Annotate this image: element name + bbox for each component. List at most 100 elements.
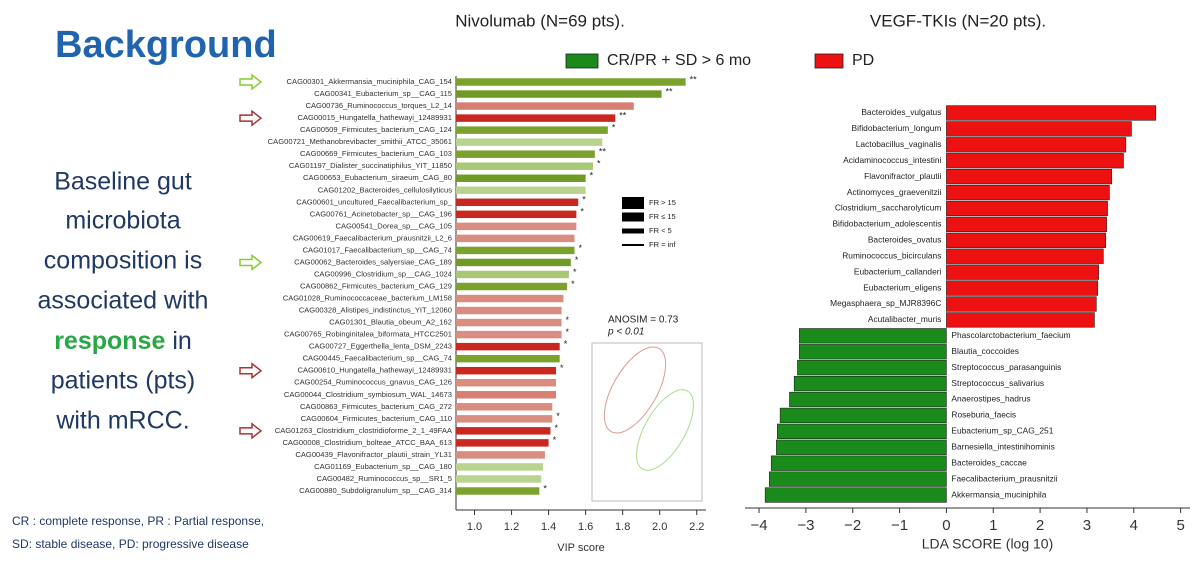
category-label: CAG01017_Faecalibacterium_sp__CAG_74 <box>303 245 452 254</box>
category-label: CAG00721_Methanobrevibacter_smithii_ATCC… <box>268 137 452 146</box>
bar <box>456 114 616 122</box>
x-tick-label: 2 <box>1036 517 1044 534</box>
bar <box>456 210 577 219</box>
significance-label: * <box>575 255 579 265</box>
footnote: SD: stable disease, PD: progressive dise… <box>12 537 249 551</box>
bar <box>456 270 569 279</box>
significance-label: ** <box>666 86 674 96</box>
inset-ellipse <box>636 389 694 471</box>
significance-label: ** <box>619 110 627 120</box>
category-label: Eubacterium_eligens <box>863 282 941 292</box>
significance-label: * <box>571 279 575 289</box>
bar <box>456 391 556 399</box>
category-label: Bacteroides_vulgatus <box>861 107 941 117</box>
significance-label: * <box>597 159 601 169</box>
category-label: CAG00619_Faecalibacterium_prausnitzii_L2… <box>293 233 452 242</box>
fr-legend-bar <box>622 197 644 209</box>
category-label: CAG00765_Robinginitalea_biformata_HTCC25… <box>284 330 452 339</box>
significance-label: * <box>566 327 570 337</box>
bar <box>769 471 947 487</box>
category-label: CAG00604_Firmicutes_bacterium_CAG_110 <box>301 414 452 423</box>
significance-label: ** <box>599 147 607 157</box>
bar <box>456 258 571 267</box>
category-label: CAG00653_Eubacterium_siraeum_CAG_80 <box>303 173 452 182</box>
category-label: CAG00439_Flavonifractor_plautii_strain_Y… <box>295 450 452 459</box>
significance-label: * <box>580 207 584 217</box>
bar <box>456 403 553 411</box>
category-label: CAG00008_Clostridium_bolteae_ATCC_BAA_61… <box>282 438 452 447</box>
category-label: Streptococcus_parasanguinis <box>951 362 1061 372</box>
bar <box>946 232 1106 248</box>
category-label: CAG00736_Ruminococcus_torques_L2_14 <box>306 101 453 110</box>
bar <box>456 198 579 207</box>
chart: Nivolumab (N=69 pts). VIP score 1.0 1.2 1.4 1… <box>239 11 706 554</box>
category-label: Acidaminococcus_intestini <box>843 155 941 165</box>
bar <box>789 391 947 408</box>
bar <box>946 121 1132 137</box>
body-word: in <box>172 327 191 355</box>
body-line: Baseline gut <box>54 168 192 196</box>
bar <box>793 375 947 392</box>
significance-label: * <box>582 195 586 205</box>
category-label: Phascolarctobacterium_faecium <box>951 330 1070 340</box>
bar <box>456 306 562 315</box>
category-label: CAG00328_Alistipes_indistinctus_YIT_1206… <box>299 306 452 315</box>
bar <box>456 294 564 303</box>
bar <box>799 344 947 360</box>
bar <box>946 184 1110 201</box>
bar <box>799 328 947 344</box>
category-label: Blautia_coccoides <box>951 346 1019 356</box>
bar <box>946 280 1099 296</box>
bar <box>456 126 608 134</box>
fr-legend-label: FR = inf <box>649 240 676 249</box>
bar <box>456 427 551 435</box>
body-line: associated with <box>38 287 209 315</box>
category-label: CAG00996_Clostridium_sp__CAG_1024 <box>314 269 452 278</box>
chart-title: Nivolumab (N=69 pts). <box>455 11 625 30</box>
highlight-arrow <box>239 422 263 440</box>
significance-label: * <box>566 315 570 325</box>
inset-frame <box>591 342 703 502</box>
body-line: patients (pts) <box>51 367 196 395</box>
category-label: CAG00062_Bacteroides_salyersiae_CAG_189 <box>294 257 452 266</box>
fr-legend-label: FR ≤ 15 <box>649 212 676 221</box>
x-tick-label: 1.8 <box>615 521 630 533</box>
bar <box>456 138 603 146</box>
category-label: Ruminococcus_bicirculans <box>842 250 941 260</box>
bar <box>764 487 947 503</box>
category-label: Acutalibacter_muris <box>868 314 942 324</box>
x-tick-label: 2.2 <box>689 521 704 533</box>
significance-label: * <box>564 339 568 349</box>
category-label: Lactobacillus_vaginalis <box>856 139 942 149</box>
bar <box>456 415 553 423</box>
highlight-arrow <box>239 73 263 91</box>
category-label: CAG00301_Akkermansia_muciniphila_CAG_154 <box>287 77 452 86</box>
highlight-arrow <box>239 253 263 271</box>
category-label: CAG00669_Firmicutes_bacterium_CAG_103 <box>300 149 452 158</box>
chart-title: VEGF-TKIs (N=20 pts). <box>870 11 1046 30</box>
bar <box>456 222 577 231</box>
annotation: ANOSIM = 0.73 <box>608 315 679 326</box>
bar <box>946 216 1107 233</box>
bar <box>456 342 560 351</box>
category-label: CAG00482_Ruminococcus_sp__SR1_5 <box>316 474 452 483</box>
bar <box>456 234 575 243</box>
significance-label: * <box>553 435 557 445</box>
bar <box>456 366 556 375</box>
x-tick-label: −3 <box>797 517 814 534</box>
bar <box>946 248 1104 264</box>
category-label: Megasphaera_sp_MJR8396C <box>830 298 941 308</box>
x-tick-label: 1.4 <box>541 521 556 533</box>
bar <box>456 282 568 291</box>
bar <box>456 378 556 387</box>
x-tick-label: 1 <box>989 517 997 534</box>
category-label: CAG01197_Dialister_succinatiphilus_YIT_1… <box>289 161 452 170</box>
x-tick-label: 1.6 <box>578 521 593 533</box>
category-label: Bifidobacterium_longum <box>852 123 942 133</box>
bar <box>456 318 562 327</box>
body-line: composition is <box>44 247 202 275</box>
bar <box>456 451 545 459</box>
bar <box>456 439 549 447</box>
category-label: Roseburia_faecis <box>951 410 1016 420</box>
